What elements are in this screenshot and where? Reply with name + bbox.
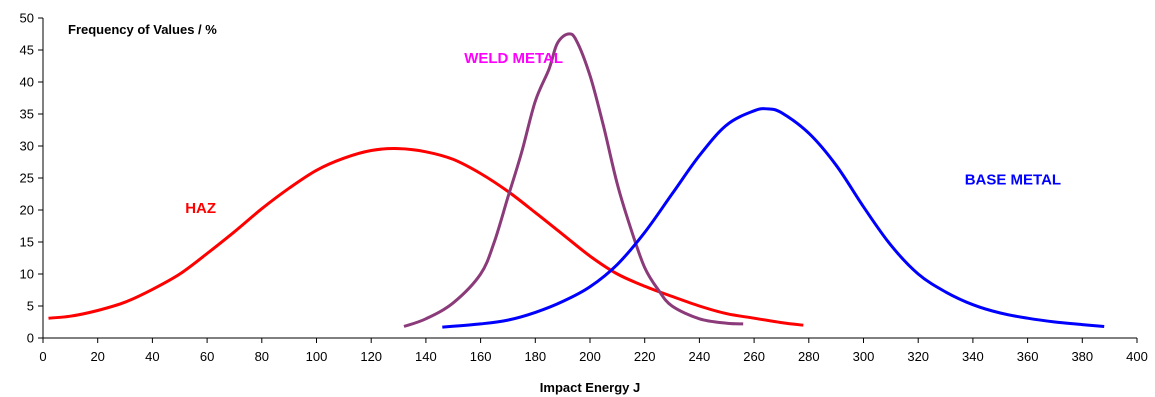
x-tick-label: 0 <box>39 349 46 364</box>
x-tick-label: 260 <box>743 349 765 364</box>
series-line-weld-metal <box>403 32 744 328</box>
y-tick-label: 20 <box>20 203 34 218</box>
x-tick-label: 380 <box>1071 349 1093 364</box>
y-tick-label: 35 <box>20 107 34 122</box>
x-tick-label: 360 <box>1017 349 1039 364</box>
y-tick-label: 0 <box>27 331 34 346</box>
x-tick-label: 400 <box>1126 349 1148 364</box>
x-tick-label: 200 <box>579 349 601 364</box>
x-tick-label: 80 <box>255 349 269 364</box>
series-line-base-metal <box>442 107 1105 329</box>
x-tick-label: 300 <box>853 349 875 364</box>
y-tick-label: 50 <box>20 11 34 26</box>
x-tick-label: 160 <box>470 349 492 364</box>
x-tick-label: 340 <box>962 349 984 364</box>
series-label-weld-metal: WELD METAL <box>464 50 563 67</box>
series-lines <box>48 32 1105 329</box>
x-tick-label: 40 <box>145 349 159 364</box>
x-axis-title: Impact Energy J <box>540 380 640 395</box>
y-tick-label: 30 <box>20 139 34 154</box>
y-tick-label: 15 <box>20 235 34 250</box>
x-tick-label: 280 <box>798 349 820 364</box>
y-axis-title: Frequency of Values / % <box>68 22 217 37</box>
y-axis-ticks: 0 5 10 15 20 25 30 35 40 45 50 <box>20 11 43 346</box>
x-tick-label: 100 <box>306 349 328 364</box>
y-tick-label: 40 <box>20 75 34 90</box>
y-tick-label: 5 <box>27 299 34 314</box>
series-label-haz: HAZ <box>185 200 216 217</box>
x-tick-label: 60 <box>200 349 214 364</box>
series-label-base-metal: BASE METAL <box>965 171 1061 188</box>
x-tick-label: 320 <box>907 349 929 364</box>
x-tick-label: 20 <box>90 349 104 364</box>
y-tick-label: 10 <box>20 267 34 282</box>
y-tick-label: 45 <box>20 43 34 58</box>
x-tick-label: 140 <box>415 349 437 364</box>
series-line-haz <box>48 147 804 327</box>
x-tick-label: 240 <box>689 349 711 364</box>
x-tick-label: 220 <box>634 349 656 364</box>
x-tick-label: 180 <box>524 349 546 364</box>
x-tick-label: 120 <box>360 349 382 364</box>
x-axis-ticks: 0 20 40 60 80 100 120 140 160 180 200 220 240 260 280 3… <box>39 338 1148 364</box>
series-labels: HAZ WELD METAL BASE METAL <box>185 50 1061 217</box>
y-tick-label: 25 <box>20 171 34 186</box>
